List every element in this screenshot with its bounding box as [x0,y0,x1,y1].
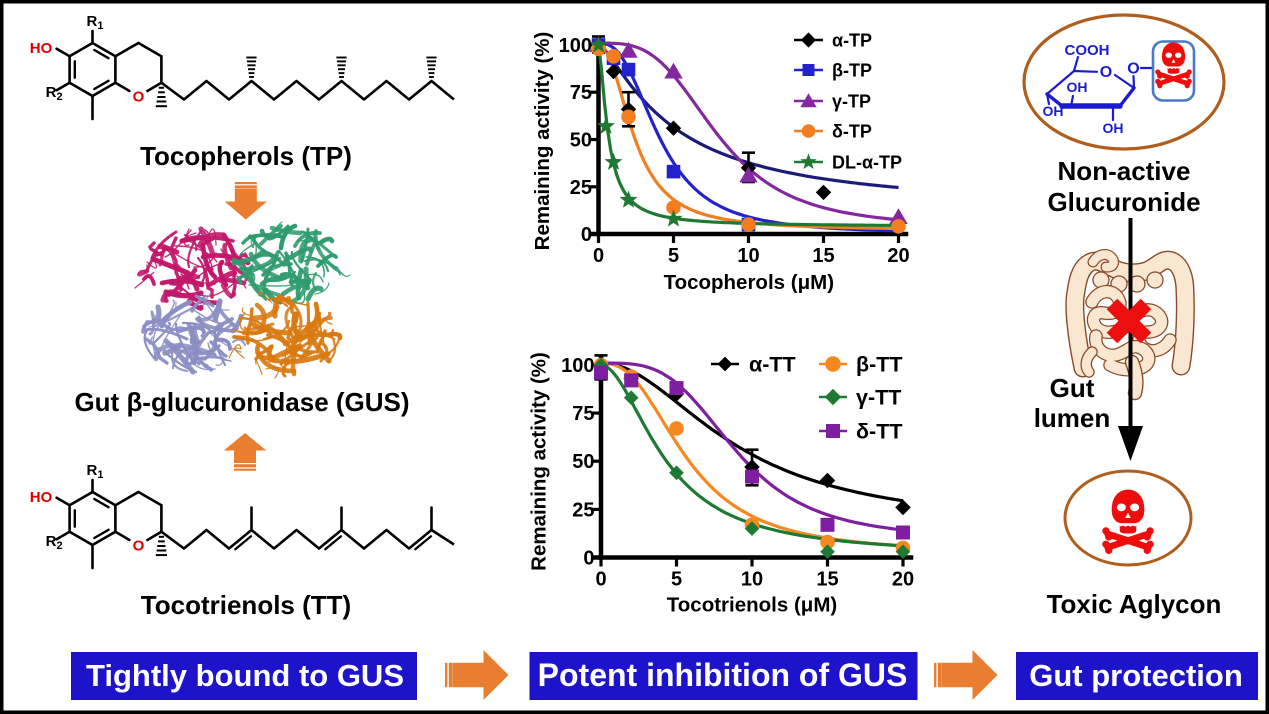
svg-text:0: 0 [595,569,606,591]
svg-text:75: 75 [572,403,594,425]
svg-text:5: 5 [668,245,679,267]
svg-text:OH: OH [1043,103,1064,119]
svg-text:25: 25 [570,177,592,199]
svg-text:Tocotrienols (μM): Tocotrienols (μM) [667,594,837,617]
svg-text:Remaining activity (%): Remaining activity (%) [528,352,551,571]
svg-text:DL-α-TP: DL-α-TP [832,153,902,173]
svg-text:10: 10 [741,569,763,591]
svg-text:β-TP: β-TP [832,61,872,81]
svg-text:Tocotrienols (TT): Tocotrienols (TT) [141,590,351,620]
svg-text:15: 15 [812,245,834,267]
svg-text:20: 20 [892,569,914,591]
svg-text:β-TT: β-TT [856,353,903,377]
svg-text:Toxic Aglycon: Toxic Aglycon [1047,589,1222,619]
svg-text:γ-TT: γ-TT [856,386,901,410]
svg-text:10: 10 [737,245,759,267]
svg-text:20: 20 [887,245,909,267]
svg-text:OH: OH [1103,120,1124,136]
svg-text:O: O [133,538,145,555]
svg-text:O: O [133,89,145,106]
svg-text:COOH: COOH [1065,42,1110,59]
svg-text:50: 50 [570,130,592,152]
svg-text:Tocopherols (μM): Tocopherols (μM) [664,271,834,294]
svg-text:Glucuronide: Glucuronide [1047,187,1200,217]
svg-text:Gut: Gut [1050,373,1095,403]
svg-text:25: 25 [572,499,594,521]
svg-text:Tightly bound to GUS: Tightly bound to GUS [86,658,404,693]
svg-text:γ-TP: γ-TP [832,92,871,112]
svg-text:Gut β-glucuronidase (GUS): Gut β-glucuronidase (GUS) [74,387,409,417]
svg-text:α-TT: α-TT [749,353,796,377]
svg-text:Non-active: Non-active [1058,156,1191,186]
svg-text:0: 0 [581,224,592,246]
svg-text:HO: HO [30,40,53,57]
svg-text:HO: HO [30,489,53,506]
svg-text:Tocopherols (TP): Tocopherols (TP) [140,141,352,171]
svg-text:100: 100 [561,355,594,377]
svg-text:100: 100 [559,35,592,57]
svg-text:15: 15 [816,569,838,591]
svg-text:O: O [1100,64,1112,81]
svg-text:OH: OH [1067,79,1088,95]
svg-text:0: 0 [583,548,594,570]
svg-text:Gut protection: Gut protection [1029,658,1243,693]
svg-text:50: 50 [572,451,594,473]
svg-text:O: O [1127,61,1139,78]
svg-text:Remaining activity (%): Remaining activity (%) [531,32,554,251]
svg-text:5: 5 [671,569,682,591]
svg-text:δ-TP: δ-TP [832,122,872,142]
svg-text:α-TP: α-TP [832,31,872,51]
svg-text:75: 75 [570,82,592,104]
svg-text:0: 0 [593,245,604,267]
svg-text:δ-TT: δ-TT [856,420,902,444]
svg-text:Potent inhibition of GUS: Potent inhibition of GUS [538,657,908,693]
svg-text:lumen: lumen [1034,403,1111,433]
